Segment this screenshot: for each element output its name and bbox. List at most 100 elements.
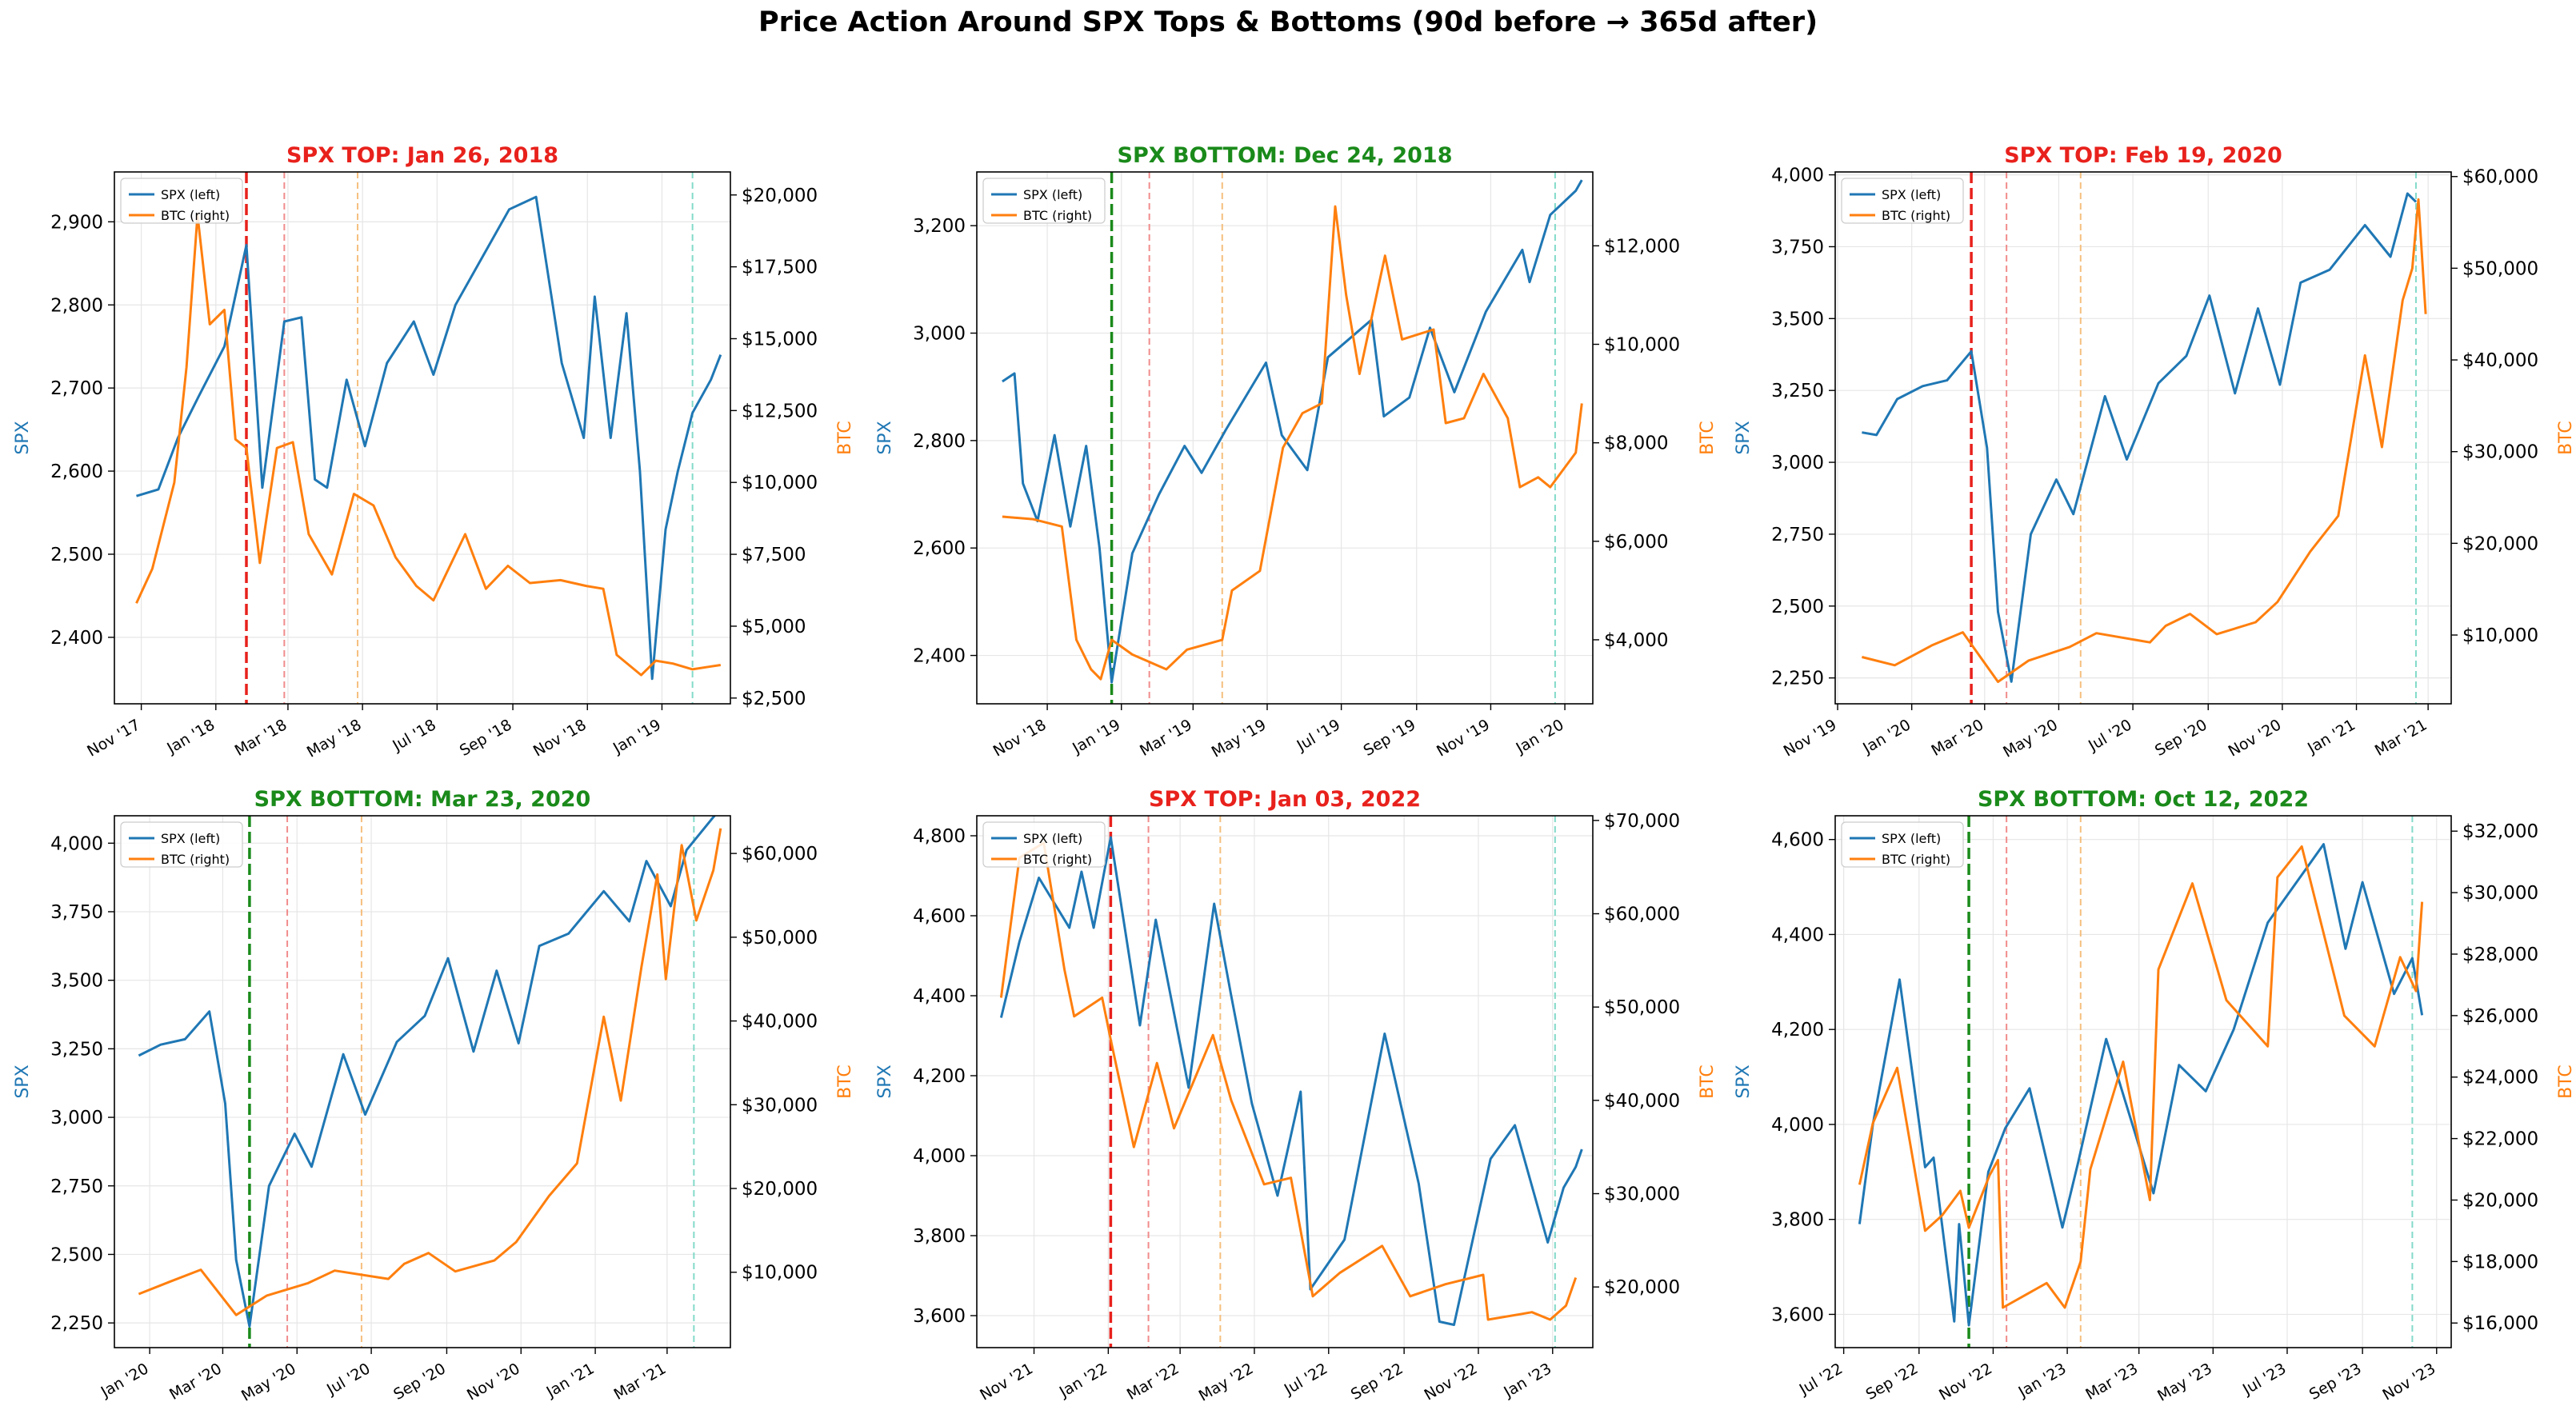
legend-box	[982, 821, 1106, 868]
chart-title: SPX BOTTOM: Dec 24, 2018	[1118, 143, 1453, 168]
x-tick-label: Sep '20	[2152, 716, 2210, 760]
x-tick-label: Jan '22	[1056, 1360, 1110, 1401]
y2-tick-label: $20,000	[1604, 1277, 1680, 1298]
y2-tick-label: $24,000	[2462, 1068, 2538, 1088]
x-tick-label: Nov '18	[530, 716, 590, 760]
x-tick-label: Jan '21	[543, 1360, 598, 1401]
legend-box	[1841, 821, 1964, 868]
y2-tick-label: $20,000	[742, 186, 818, 206]
x-tick-label: Mar '21	[2372, 716, 2430, 760]
x-tick-label: Mar '18	[232, 716, 290, 760]
spx-line	[1002, 179, 1583, 684]
legend-label: SPX (left)	[1882, 187, 1941, 202]
y-tick-label: 4,000	[50, 833, 103, 854]
y2-tick-label: $20,000	[2462, 1190, 2538, 1211]
y-tick-label: 2,400	[50, 628, 103, 649]
y-tick-label: 4,400	[1771, 925, 1824, 945]
y2-tick-label: $22,000	[2462, 1129, 2538, 1150]
btc-line	[999, 841, 1578, 1321]
x-tick-label: Nov '23	[2379, 1360, 2438, 1404]
legend-label: BTC (right)	[161, 208, 230, 223]
y2-axis-label: BTC	[1698, 421, 1718, 455]
legend: SPX (left) BTC (right)	[1841, 178, 1964, 224]
x-tick-label: Jan '18	[163, 716, 218, 757]
y2-tick-label: $7,500	[742, 545, 806, 565]
chart-panel-6: 3,600 3,800 4,000 4,200 4,400 4,600 $16,000 $18…	[1734, 787, 2576, 1405]
y2-tick-label: $40,000	[742, 1012, 818, 1033]
x-tick-label: Jan '20	[98, 1360, 152, 1401]
y2-tick-label: $50,000	[742, 928, 818, 949]
chart-title: SPX BOTTOM: Oct 12, 2022	[1978, 787, 2309, 812]
legend: SPX (left) BTC (right)	[982, 821, 1106, 868]
x-tick-label: Nov '22	[1422, 1360, 1481, 1404]
y-tick-label: 3,250	[50, 1039, 103, 1060]
y2-tick-label: $30,000	[1604, 1184, 1680, 1205]
x-tick-label: Jan '21	[2304, 716, 2358, 757]
legend-label: SPX (left)	[1023, 187, 1082, 202]
figure-suptitle: Price Action Around SPX Tops & Bottoms (…	[758, 6, 1818, 38]
y2-tick-label: $4,000	[1604, 630, 1668, 651]
y-tick-label: 2,700	[50, 378, 103, 399]
y-tick-label: 2,900	[50, 212, 103, 233]
y-tick-label: 3,600	[1771, 1304, 1824, 1325]
x-tick-label: Sep '22	[1863, 1360, 1922, 1404]
x-tick-label: Jul '19	[1294, 716, 1343, 755]
x-tick-label: Nov '17	[84, 716, 143, 760]
y2-tick-label: $40,000	[2462, 350, 2538, 371]
y2-tick-label: $20,000	[2462, 533, 2538, 554]
y-tick-label: 3,200	[913, 216, 966, 237]
x-tick-label: May '18	[304, 716, 365, 761]
legend-label: BTC (right)	[1023, 852, 1092, 867]
x-tick-label: Jul '20	[323, 1360, 373, 1399]
y2-tick-label: $16,000	[2462, 1313, 2538, 1334]
chart-panel-5: 3,600 3,800 4,000 4,200 4,400 4,600 4,800 $20,0…	[875, 787, 1718, 1405]
y-tick-label: 4,000	[1771, 166, 1824, 186]
y-tick-label: 4,600	[1771, 830, 1824, 851]
x-tick-label: Mar '23	[2082, 1360, 2141, 1404]
y2-tick-label: $60,000	[742, 844, 818, 865]
y-tick-label: 2,600	[50, 461, 103, 482]
y-axis-label: SPX	[875, 1064, 895, 1098]
y2-tick-label: $28,000	[2462, 945, 2538, 965]
y2-tick-label: $10,000	[1604, 335, 1680, 356]
grid-lines	[1835, 172, 2451, 704]
y-tick-label: 3,000	[913, 324, 966, 345]
legend-label: SPX (left)	[1023, 831, 1082, 846]
legend-label: BTC (right)	[161, 852, 230, 867]
x-tick-label: Nov '20	[2226, 716, 2285, 760]
y2-tick-label: $18,000	[2462, 1252, 2538, 1272]
x-tick-label: Mar '20	[1929, 716, 1987, 760]
x-tick-label: Jul '18	[389, 716, 438, 755]
legend-box	[982, 178, 1106, 224]
y2-axis-label: BTC	[835, 421, 855, 455]
spx-line	[999, 836, 1583, 1326]
x-tick-label: Mar '20	[166, 1360, 225, 1404]
y2-tick-label: $60,000	[1604, 905, 1680, 925]
plot-frame	[1834, 171, 2452, 705]
x-tick-label: Jan '20	[1859, 716, 1914, 757]
btc-line	[1862, 198, 2427, 683]
y2-tick-label: $26,000	[2462, 1006, 2538, 1027]
x-tick-label: Nov '20	[464, 1360, 523, 1404]
x-tick-label: Nov '18	[990, 716, 1050, 760]
legend-label: SPX (left)	[161, 831, 220, 846]
x-tick-label: Mar '22	[1124, 1360, 1182, 1404]
y-tick-label: 4,400	[913, 986, 966, 1007]
y2-tick-label: $17,500	[742, 258, 818, 278]
btc-line	[135, 214, 722, 677]
x-tick-label: May '22	[1196, 1360, 1257, 1404]
y-tick-label: 2,800	[913, 431, 966, 452]
legend-label: BTC (right)	[1882, 852, 1950, 867]
y-tick-label: 3,750	[50, 902, 103, 923]
y-axis-label: SPX	[1734, 421, 1754, 454]
legend-box	[120, 178, 243, 224]
y-axis-label: SPX	[875, 421, 895, 454]
y2-tick-label: $12,500	[742, 401, 818, 421]
x-tick-label: Jan '20	[1513, 716, 1567, 757]
y2-tick-label: $50,000	[1604, 997, 1680, 1018]
y-tick-label: 3,500	[1771, 309, 1824, 330]
spx-line	[1862, 192, 2418, 683]
y-axis-label: SPX	[13, 421, 33, 454]
y2-tick-label: $30,000	[2462, 442, 2538, 463]
x-tick-label: May '20	[2000, 716, 2061, 761]
